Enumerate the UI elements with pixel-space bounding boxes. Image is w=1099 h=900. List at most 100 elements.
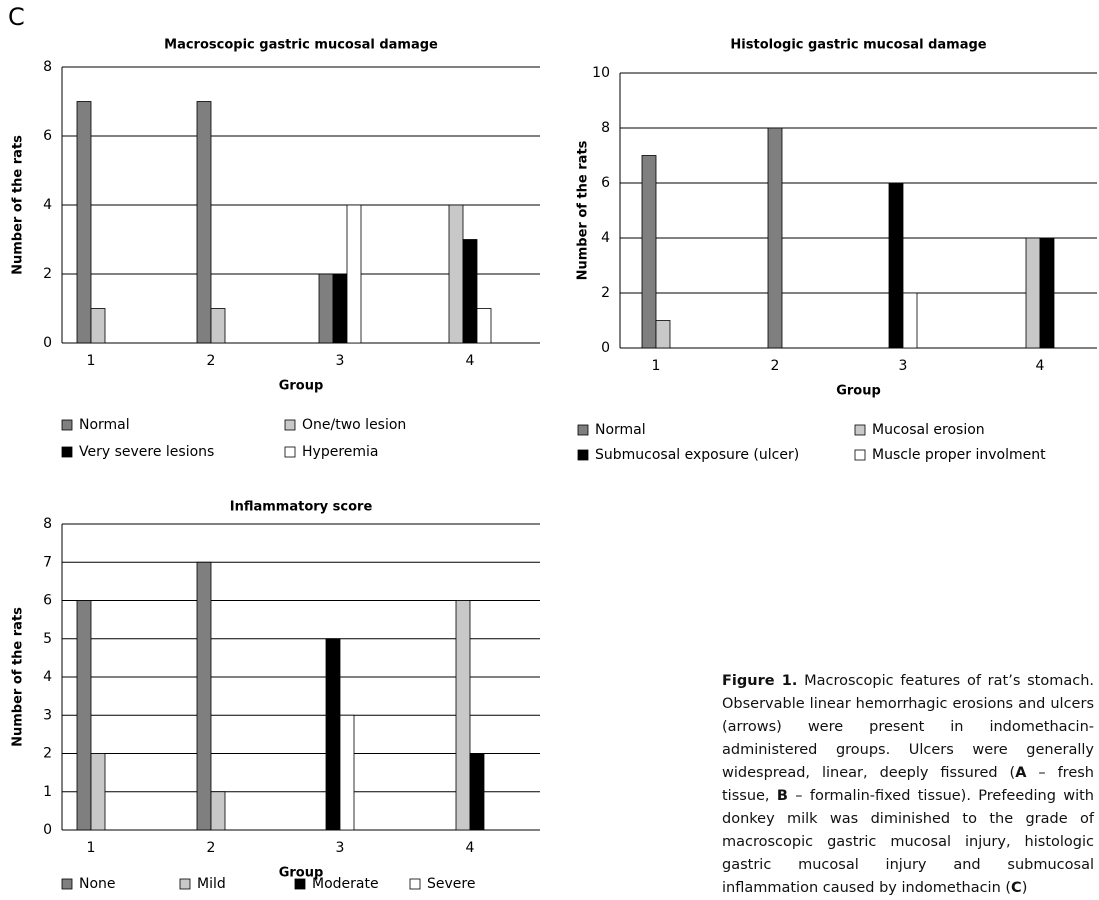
caption-label: Figure 1. xyxy=(722,673,798,689)
bar xyxy=(767,127,783,349)
chart-title: Macroscopic gastric mucosal damage xyxy=(164,38,438,53)
x-tick-label: 4 xyxy=(466,840,475,856)
bar xyxy=(346,204,362,344)
x-tick-label: 3 xyxy=(336,353,345,369)
caption-text: ) xyxy=(1021,880,1028,896)
legend-label: Hyperemia xyxy=(302,444,378,460)
y-tick-label: 7 xyxy=(43,554,52,570)
legend-label: Moderate xyxy=(312,876,379,892)
legend-label: Normal xyxy=(595,422,646,438)
y-tick-label: 10 xyxy=(592,65,610,81)
y-tick-label: 1 xyxy=(43,784,52,800)
y-axis-label: Number of the rats xyxy=(11,607,26,747)
panel-label: C xyxy=(8,3,25,31)
y-tick-label: 0 xyxy=(43,335,52,351)
legend-label: One/two lesion xyxy=(302,417,406,433)
legend-swatch xyxy=(61,878,73,890)
y-tick-label: 4 xyxy=(43,669,52,685)
legend-swatch xyxy=(61,446,73,458)
y-tick-label: 0 xyxy=(43,822,52,838)
bar xyxy=(641,155,657,349)
x-axis-label: Group xyxy=(279,866,324,881)
caption-text: B xyxy=(776,788,788,804)
x-axis-label: Group xyxy=(836,384,881,399)
y-axis-label: Number of the rats xyxy=(11,135,26,275)
bar xyxy=(318,273,334,344)
legend-swatch xyxy=(577,424,589,436)
legend-label: Mucosal erosion xyxy=(872,422,985,438)
y-tick-label: 6 xyxy=(43,593,52,609)
legend-label: Submucosal exposure (ulcer) xyxy=(595,447,799,463)
legend-swatch xyxy=(61,419,73,431)
bar xyxy=(655,320,671,349)
y-tick-label: 2 xyxy=(43,746,52,762)
y-tick-label: 2 xyxy=(601,285,610,301)
caption-text: C xyxy=(1011,880,1022,896)
bar xyxy=(462,239,478,344)
bar xyxy=(196,561,212,831)
legend-label: Very severe lesions xyxy=(79,444,214,460)
legend-label: Severe xyxy=(427,876,475,892)
bar xyxy=(90,308,106,344)
caption-text: – formalin-fixed tissue). Prefeeding wit… xyxy=(722,788,1094,896)
legend-swatch xyxy=(854,424,866,436)
y-tick-label: 0 xyxy=(601,340,610,356)
y-tick-label: 6 xyxy=(601,175,610,191)
bar xyxy=(888,182,904,349)
figure-caption: Figure 1. Macroscopic features of rat’s … xyxy=(722,670,1094,900)
bar xyxy=(76,600,92,831)
y-axis-label: Number of the rats xyxy=(576,140,591,280)
x-tick-label: 4 xyxy=(466,353,475,369)
bar xyxy=(90,753,106,831)
bar xyxy=(76,101,92,344)
legend-swatch xyxy=(409,878,421,890)
y-tick-label: 5 xyxy=(43,631,52,647)
x-tick-label: 1 xyxy=(652,358,661,374)
y-tick-label: 6 xyxy=(43,128,52,144)
x-axis-label: Group xyxy=(279,379,324,394)
bar xyxy=(469,753,485,831)
bar xyxy=(332,273,348,344)
legend-label: Muscle proper involment xyxy=(872,447,1046,463)
y-tick-label: 8 xyxy=(601,120,610,136)
bar xyxy=(196,101,212,344)
legend-label: None xyxy=(79,876,116,892)
y-tick-label: 4 xyxy=(43,197,52,213)
legend-swatch xyxy=(284,419,296,431)
y-tick-label: 4 xyxy=(601,230,610,246)
y-tick-label: 8 xyxy=(43,59,52,75)
bar xyxy=(455,600,471,831)
x-tick-label: 3 xyxy=(899,358,908,374)
bar xyxy=(325,638,341,831)
legend-swatch xyxy=(577,449,589,461)
y-tick-label: 3 xyxy=(43,707,52,723)
chart-title: Inflammatory score xyxy=(230,500,373,515)
legend-swatch xyxy=(179,878,191,890)
x-tick-label: 2 xyxy=(207,840,216,856)
bar xyxy=(339,714,355,831)
bar xyxy=(210,308,226,344)
bar xyxy=(902,292,918,349)
caption-text: – fresh tissue, xyxy=(722,765,1094,804)
legend-swatch xyxy=(284,446,296,458)
y-tick-label: 2 xyxy=(43,266,52,282)
bar xyxy=(1025,237,1041,349)
caption-text: Macroscopic features of rat’s stomach. O… xyxy=(722,673,1095,781)
legend-label: Normal xyxy=(79,417,130,433)
bar xyxy=(1039,237,1055,349)
bar xyxy=(210,791,226,831)
bar xyxy=(476,308,492,344)
legend-label: Mild xyxy=(197,876,226,892)
legend-swatch xyxy=(294,878,306,890)
x-tick-label: 4 xyxy=(1036,358,1045,374)
x-tick-label: 3 xyxy=(336,840,345,856)
chart-title: Histologic gastric mucosal damage xyxy=(730,38,986,53)
x-tick-label: 1 xyxy=(87,353,96,369)
x-tick-label: 2 xyxy=(207,353,216,369)
legend-swatch xyxy=(854,449,866,461)
x-tick-label: 1 xyxy=(87,840,96,856)
y-tick-label: 8 xyxy=(43,516,52,532)
x-tick-label: 2 xyxy=(771,358,780,374)
